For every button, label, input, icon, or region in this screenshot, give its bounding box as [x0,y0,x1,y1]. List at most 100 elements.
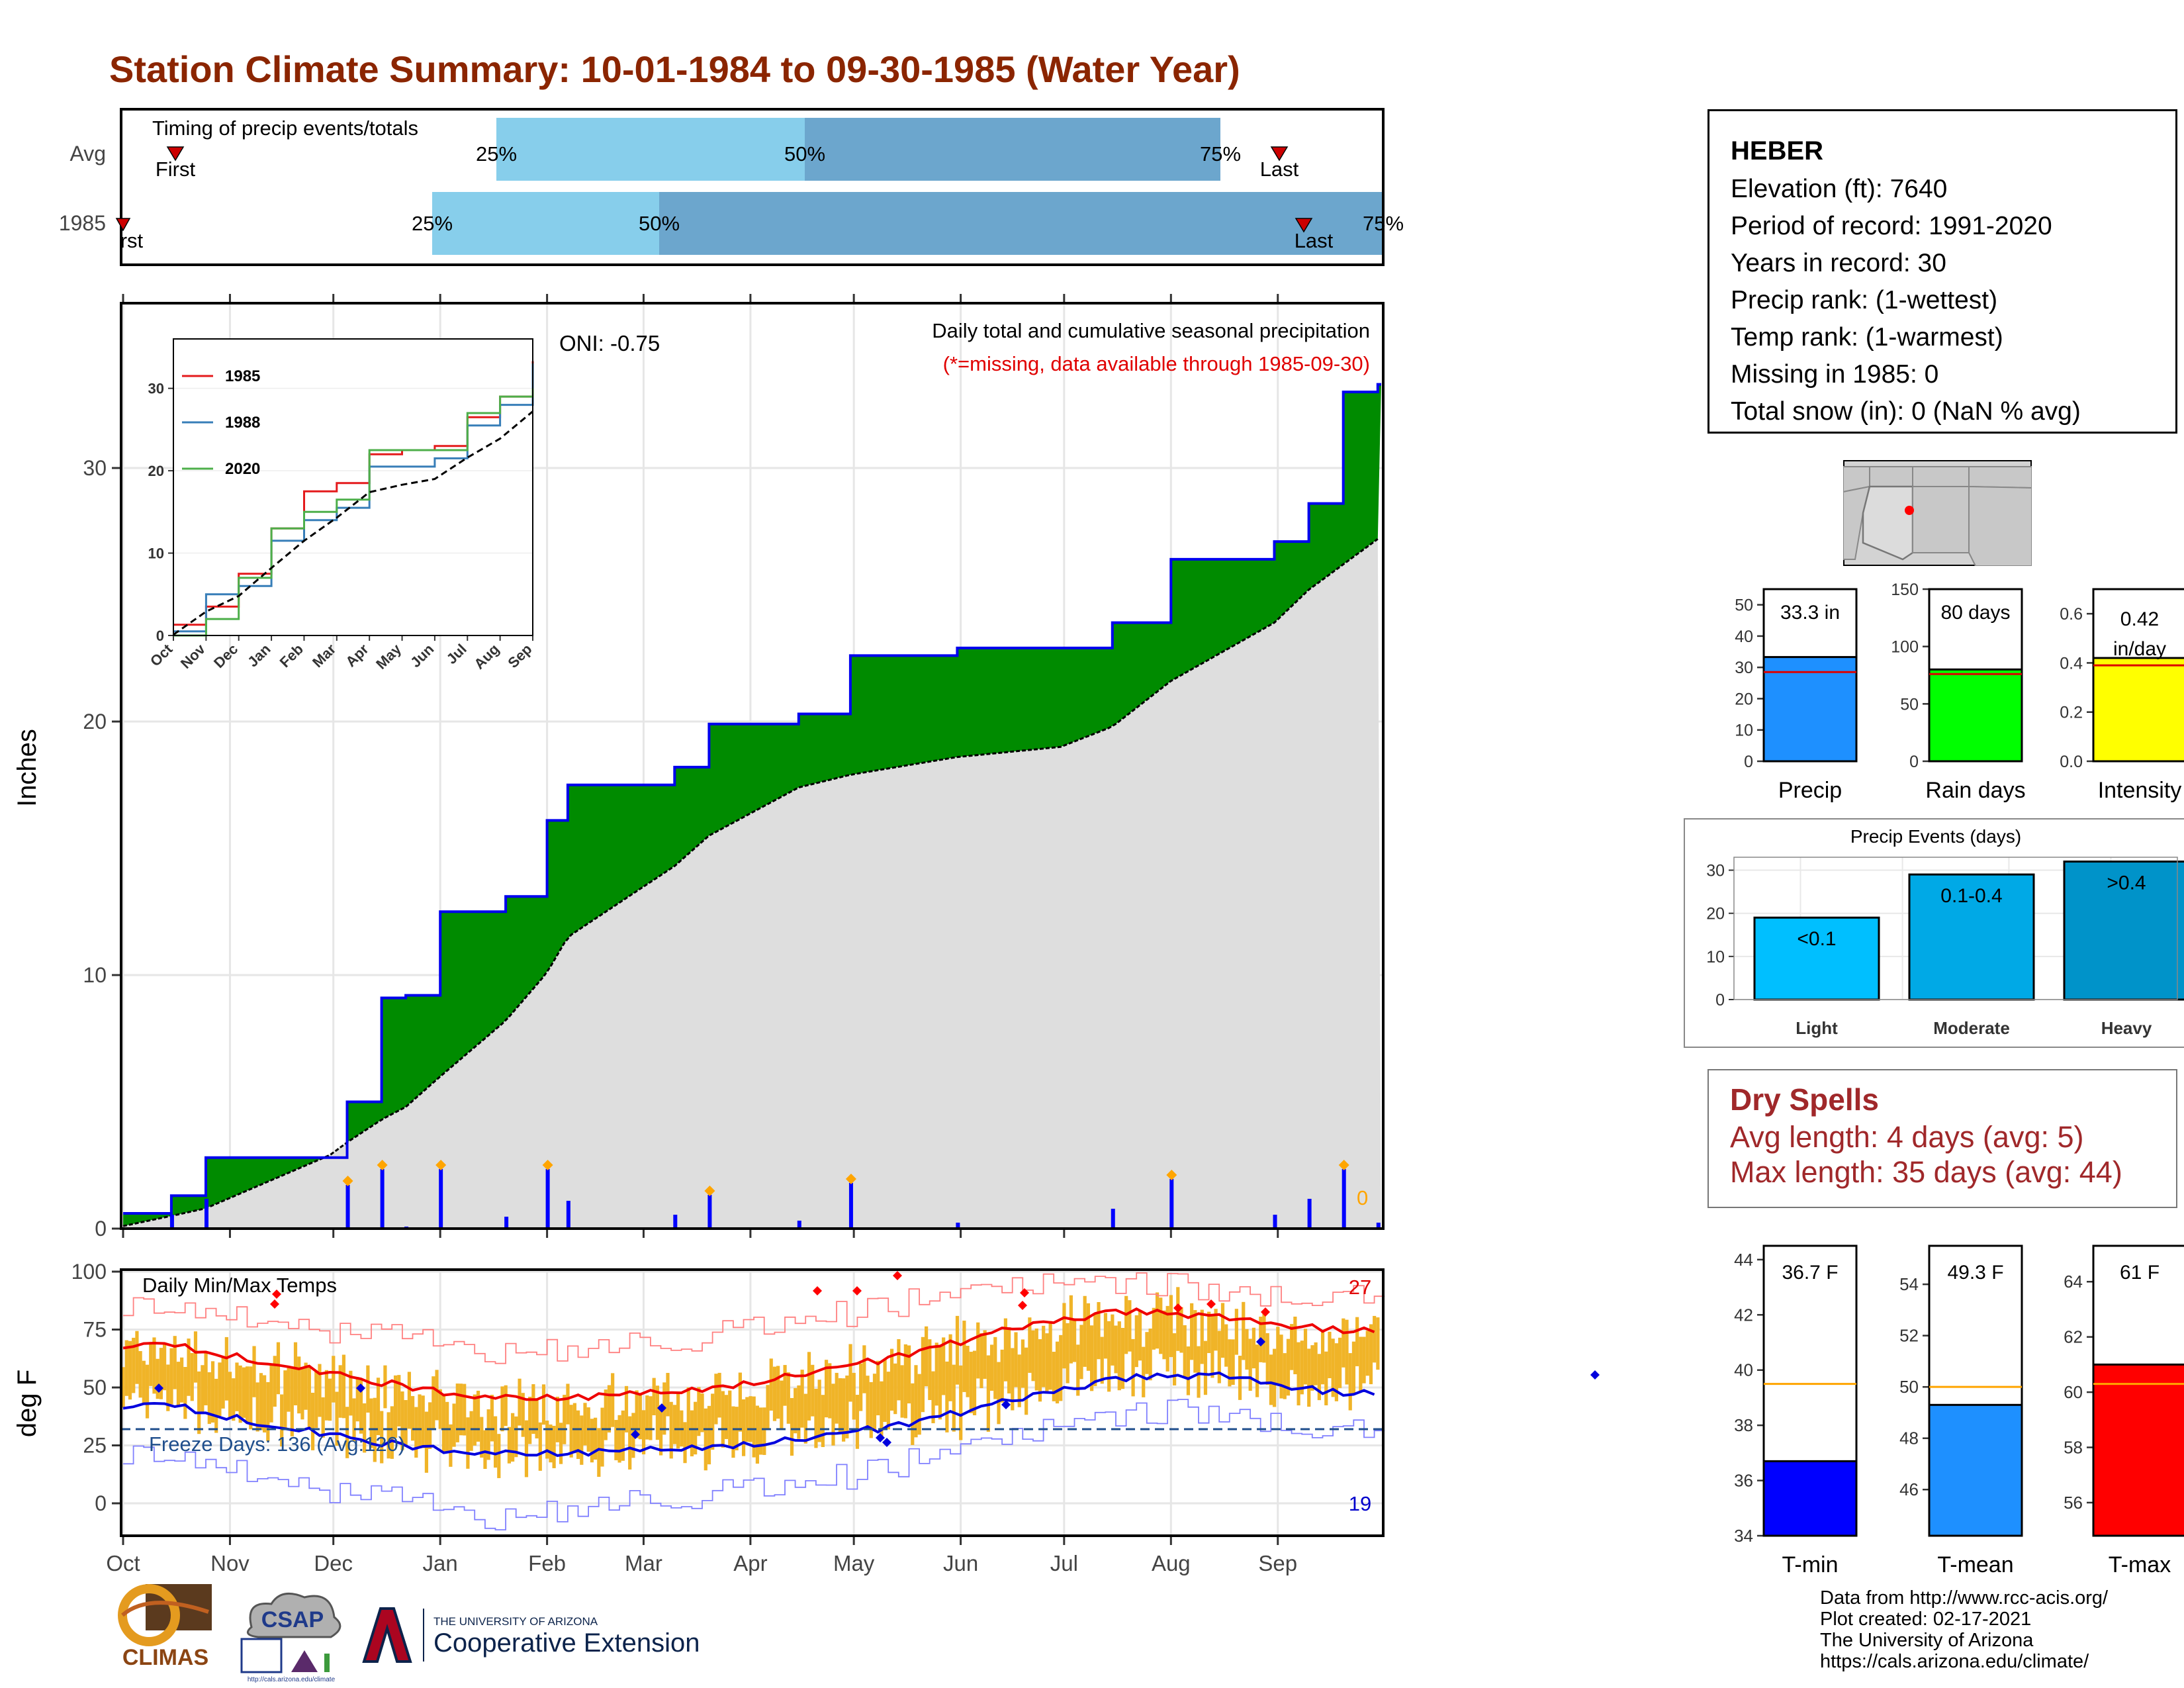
daily-temp-bar [197,1371,201,1434]
daily-temp-bar [842,1378,846,1442]
daily-temp-bar [507,1427,512,1464]
daily-temp-bar [1351,1341,1356,1395]
yr-q75-label: 75% [1363,212,1404,235]
daily-temp-bar [455,1383,459,1442]
avg-cumulative-area [123,539,1381,1229]
daily-temp-bar [776,1366,780,1419]
daily-temp-bar [697,1387,701,1436]
summary-y-label: 10 [1735,722,1753,740]
daily-temp-bar [1173,1333,1177,1385]
daily-precip-bar [1169,1179,1174,1229]
daily-temp-bar [563,1395,567,1444]
station-missing: Missing in 1985: 0 [1731,360,1939,389]
daily-temp-bar [1217,1331,1221,1383]
heavy-day-marker [845,1174,856,1184]
month-label: Oct [106,1551,140,1575]
daily-temp-bar [1145,1332,1149,1374]
daily-temp-bar [714,1374,718,1425]
month-label: Dec [314,1551,353,1575]
temp-bar-y-label: 52 [1899,1326,1919,1346]
daily-temp-bar [828,1363,832,1419]
daily-temp-bar [169,1348,173,1405]
summary-bar-label: Precip [1778,778,1842,803]
events-title: Precip Events (days) [1850,826,2021,847]
daily-temp-bar [1320,1332,1325,1385]
avg-quartile-25-50 [496,118,805,181]
daily-precip-bar [956,1223,960,1229]
station-snow: Total snow (in): 0 (NaN % avg) [1731,397,2081,426]
daily-temp-bar [876,1360,880,1416]
daily-temp-bar [132,1337,136,1393]
daily-temp-bar [432,1376,435,1430]
inset-x-label: Sep [504,641,535,671]
daily-temp-bar [1283,1353,1287,1399]
daily-temp-bar [942,1337,946,1395]
daily-temp-bar [287,1366,291,1412]
inset-y-label: 10 [148,545,164,562]
daily-temp-bar [359,1378,363,1434]
daily-temp-bar [1224,1324,1228,1367]
daily-temp-bar [1324,1351,1328,1405]
daily-temp-bar [1273,1348,1277,1407]
daily-temp-bar [1024,1347,1028,1415]
daily-temp-bar [1055,1341,1060,1404]
temp-bar-y-label: 64 [2064,1272,2083,1291]
record-min-line [123,1399,1385,1530]
daily-temp-bar [569,1405,573,1458]
daily-temp-bar [749,1396,752,1442]
daily-temp-bar [666,1372,670,1417]
temp-count-low: 19 [1349,1492,1371,1515]
daily-temp-bar [645,1395,649,1440]
daily-temp-bar [1362,1336,1366,1383]
daily-temp-bar [452,1403,456,1447]
daily-temp-bar [166,1364,170,1411]
daily-temp-bar [1117,1321,1121,1391]
daily-temp-bar [752,1396,756,1458]
daily-precip-bar [504,1217,509,1229]
station-period: Period of record: 1991-2020 [1731,212,2052,240]
precip-events: Precip Events (days) 0 10 20 30 <0.1 Light 0.1-… [1684,818,2184,1048]
daily-temp-bar [1165,1305,1169,1372]
temp-bar-value: 49.3 F [1947,1262,2003,1284]
month-label: Feb [528,1551,566,1575]
daily-temp-bar [221,1358,225,1409]
daily-temp-bar [945,1361,949,1432]
daily-temp-bar [1338,1337,1342,1388]
y-tick-label: 100 [71,1260,107,1284]
daily-temp-bar [1111,1314,1115,1366]
daily-temp-bar [528,1397,532,1444]
y-tick-label: 10 [83,963,107,987]
daily-temp-bar [1200,1309,1204,1364]
daily-temp-bar [931,1371,935,1424]
csap-url: http://cals.arizona.edu/climate [248,1676,336,1683]
daily-temp-bar [683,1422,687,1464]
temp-bar-label: T-mean [1937,1552,2013,1577]
inset-x-label: Jan [244,641,273,670]
daily-temp-bar [979,1333,983,1389]
daily-temp-bar [676,1392,680,1449]
daily-temp-bar [414,1407,418,1458]
daily-temp-bar [1262,1311,1266,1363]
inset-x-label: Mar [309,641,340,671]
daily-temp-bar [524,1420,529,1477]
credits: Data from http://www.rcc-acis.org/ Plot … [1820,1587,2108,1672]
daily-temp-bar [925,1326,929,1387]
ua-small-text: THE UNIVERSITY OF ARIZONA [433,1615,598,1628]
daily-temp-bar [1193,1310,1197,1373]
station-location-marker [1905,506,1914,515]
daily-temp-bar [1345,1319,1349,1385]
daily-temp-bar [555,1396,559,1442]
daily-temp-bar [914,1365,918,1438]
daily-temp-bar [1331,1338,1335,1397]
daily-temp-bar [290,1368,294,1436]
record-low-marker [1590,1370,1600,1380]
month-label: Aug [1152,1551,1191,1575]
daily-temp-bar [297,1356,301,1414]
summary-y-label: 0 [1909,753,1919,771]
temp-bar-y-label: 36 [1734,1471,1753,1491]
y-tick-label: 0 [95,1491,107,1515]
station-precip-rank: Precip rank: (1-wettest) [1731,286,1998,314]
daily-temp-bar [886,1372,890,1430]
daily-temp-bar [249,1366,253,1430]
daily-temp-bar [1021,1339,1025,1388]
